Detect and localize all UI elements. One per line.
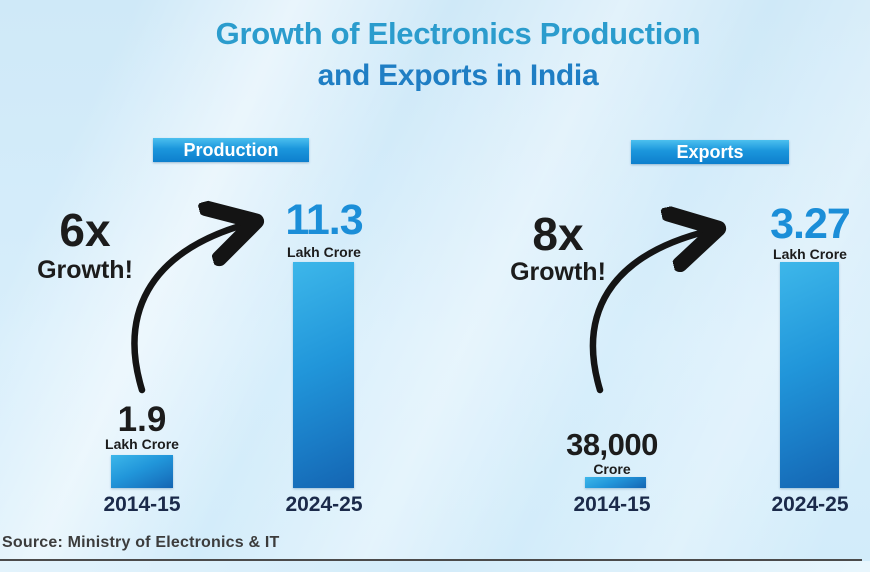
footer-strip	[0, 561, 870, 572]
title-line-1: Growth of Electronics Production	[215, 16, 701, 51]
production-section-label: Production	[153, 138, 309, 162]
production-2024-year: 2024-25	[285, 493, 363, 516]
exports-2014-value: 38,000	[566, 427, 658, 462]
page-title: Growth of Electronics Production and Exp…	[0, 16, 870, 93]
exports-2024-value: 3.27	[770, 200, 851, 248]
exports-growth-multiplier: 8x	[532, 208, 584, 260]
production-2014-value: 1.9	[117, 400, 167, 439]
production-growth-multiplier: 6x	[59, 204, 111, 256]
production-2014-bar	[111, 455, 173, 488]
production-growth-word: Growth!	[37, 256, 133, 284]
exports-2014-unit: Crore	[593, 461, 631, 477]
exports-2024-bar	[780, 262, 839, 488]
exports-2024-year: 2024-25	[771, 493, 849, 516]
exports-section-label: Exports	[631, 140, 789, 164]
title-line-2: and Exports in India	[317, 59, 599, 92]
footer-divider	[0, 559, 862, 561]
exports-2024-unit: Lakh Crore	[773, 246, 847, 262]
production-2014-unit: Lakh Crore	[105, 436, 179, 452]
exports-growth-word: Growth!	[510, 258, 606, 286]
production-2024-unit: Lakh Crore	[287, 244, 361, 260]
exports-2014-year: 2014-15	[573, 493, 651, 516]
source-attribution: Source: Ministry of Electronics & IT	[2, 534, 280, 551]
exports-2014-bar	[585, 477, 646, 488]
production-2014-year: 2014-15	[103, 493, 181, 516]
production-2024-bar	[293, 262, 354, 488]
production-2024-value: 11.3	[285, 196, 363, 244]
